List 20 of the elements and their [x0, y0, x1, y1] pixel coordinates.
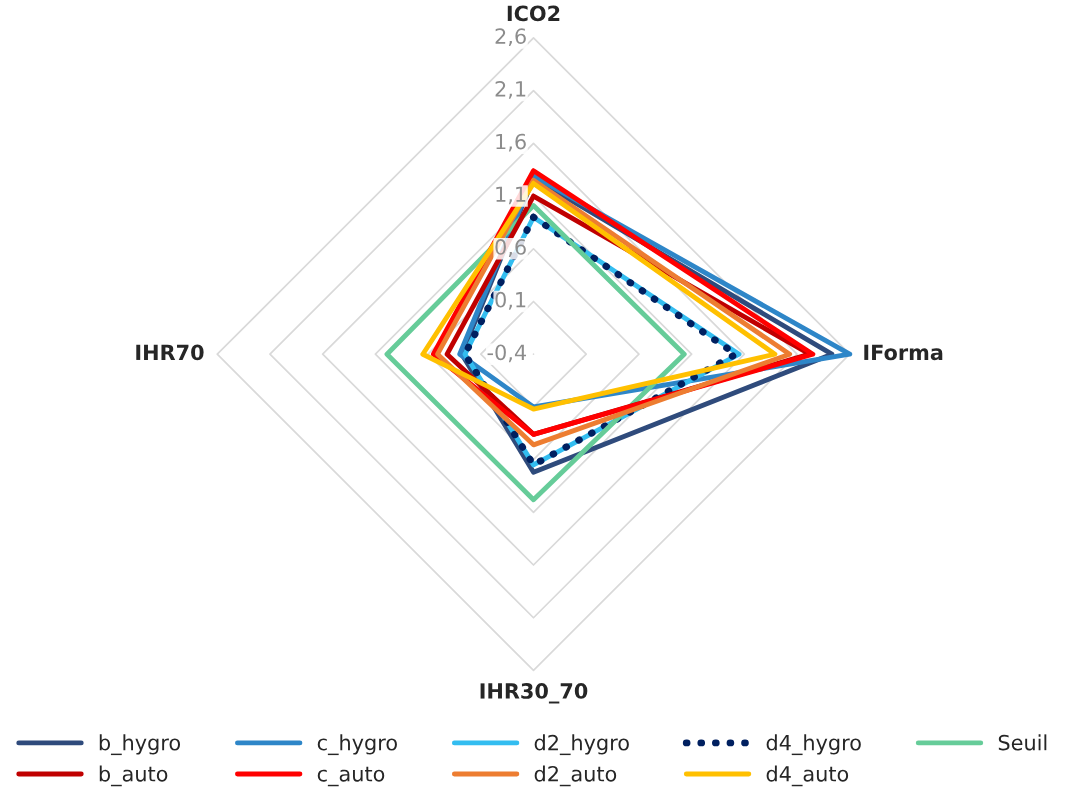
- legend-label: c_auto: [317, 766, 385, 787]
- legend-label: b_auto: [99, 765, 168, 787]
- spoke-label: IForma: [864, 344, 943, 361]
- legend-label: d4_hygro: [766, 734, 861, 756]
- y-tick-label: 1,6: [496, 133, 526, 152]
- y-tick-label: 2,1: [495, 80, 526, 99]
- legend-label: c_hygro: [317, 734, 397, 756]
- y-tick-label: 0,1: [495, 291, 526, 310]
- spoke-label: ICO2: [507, 5, 560, 22]
- y-tick-label: 2,6: [495, 28, 526, 47]
- spoke-label: IHR70: [136, 344, 204, 361]
- legend-label: d2_hygro: [534, 734, 629, 756]
- legend-label: d4_auto: [766, 765, 849, 787]
- y-tick-label: -0,4: [487, 344, 527, 363]
- legend-label: d2_auto: [534, 765, 617, 787]
- legend-label: b_hygro: [99, 734, 181, 756]
- legend-label: Seuil: [998, 734, 1047, 751]
- y-tick-label: 1,1: [496, 186, 526, 205]
- spoke-label: IHR30_70: [480, 683, 588, 704]
- y-tick-label: 0,6: [495, 239, 526, 257]
